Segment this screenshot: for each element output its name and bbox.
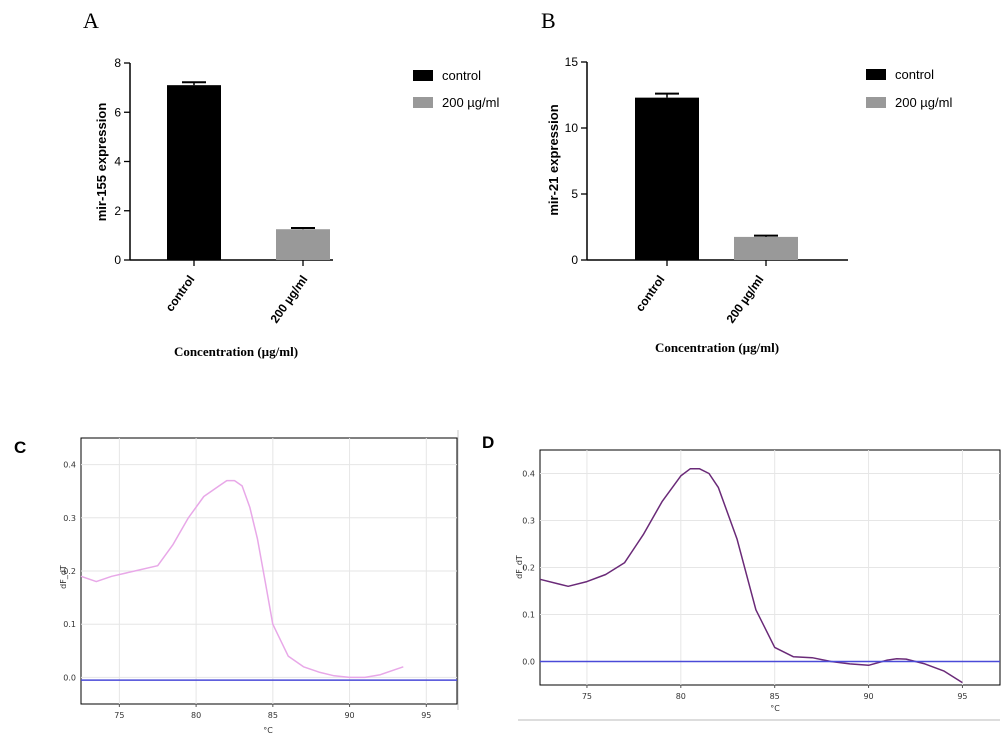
panel-d-y-tick-label: 0.0 (522, 658, 535, 667)
panel-c-y-tick-label: 0.2 (63, 567, 76, 576)
panel-b-y-tick-label: 5 (571, 187, 578, 201)
panel-c: C 75 80 85 90 95 0.0 0.1 0.2 0.3 0.4 dF_dT °C (14, 437, 458, 735)
panel-b-legend-entry: 200 µg/ml (895, 95, 952, 110)
panel-b-y-label: mir-21 expression (546, 104, 561, 215)
panel-a-y-tick-label: 4 (114, 155, 121, 169)
panel-d: D 75 80 85 90 95 0.0 0.1 0.2 0.3 0.4 dF_dT °C (457, 430, 1001, 721)
panel-b-y-tick-label: 0 (571, 253, 578, 267)
panel-d-y-label: dF_dT (515, 555, 524, 579)
panel-a-y-tick-label: 6 (114, 105, 121, 119)
panel-a-x-label: Concentration (µg/ml) (174, 344, 298, 359)
panel-a-y-tick-label: 2 (114, 204, 121, 218)
panel-c-x-tick-label: 95 (421, 711, 431, 720)
panel-b-bar (734, 236, 798, 260)
panel-d-y-tick-label: 0.2 (522, 564, 535, 573)
panel-c-x-tick-label: 75 (114, 711, 124, 720)
panel-a-legend-swatch (413, 97, 433, 108)
panel-b: B 0 5 10 15 mir-21 expression control 200 µ… (541, 8, 952, 355)
panel-a-legend-swatch (413, 70, 433, 81)
panel-b-letter: B (541, 8, 556, 33)
panel-a-bar (276, 229, 330, 260)
panel-c-x-tick-label: 80 (191, 711, 201, 720)
panel-a-category-label: control (163, 273, 198, 314)
panel-d-x-label: °C (770, 704, 780, 713)
panel-b-category-label: control (633, 273, 668, 314)
panel-b-y-tick-label: 15 (565, 55, 579, 69)
panel-d-x-tick-label: 90 (863, 692, 873, 701)
panel-d-y-tick-label: 0.3 (522, 517, 535, 526)
panel-c-letter: C (14, 438, 26, 457)
panel-d-series-line (539, 468, 963, 684)
panel-b-legend-entry: control (895, 67, 934, 82)
panel-c-y-tick-label: 0.1 (63, 620, 76, 629)
panel-d-letter: D (482, 433, 494, 452)
panel-d-x-tick-label: 75 (582, 692, 592, 701)
panel-b-legend-swatch (866, 69, 886, 80)
panel-b-bar (635, 97, 699, 260)
panel-a-category-label: 200 µg/ml (267, 273, 310, 326)
panel-d-x-tick-label: 95 (957, 692, 967, 701)
panel-d-x-tick-label: 80 (676, 692, 686, 701)
panel-c-x-tick-label: 90 (344, 711, 354, 720)
panel-c-series-line (80, 479, 404, 679)
panel-a-legend-entry: 200 µg/ml (442, 95, 499, 110)
panel-a-bar (167, 85, 221, 260)
panel-b-legend-swatch (866, 97, 886, 108)
panel-b-y-tick-label: 10 (565, 121, 579, 135)
panel-d-y-tick-label: 0.1 (522, 611, 535, 620)
panel-a-letter: A (83, 8, 99, 33)
panel-a-y-label: mir-155 expression (94, 103, 109, 222)
panel-c-x-tick-label: 85 (268, 711, 278, 720)
panel-b-category-label: 200 µg/ml (723, 273, 766, 326)
panel-c-y-label: dF_dT (59, 565, 68, 589)
panel-a: A 0 2 4 6 8 mir-155 expression control 200 µ… (83, 8, 499, 359)
panel-c-y-tick-label: 0.3 (63, 514, 76, 523)
panel-a-y-tick-label: 8 (114, 56, 121, 70)
panel-a-legend-entry: control (442, 68, 481, 83)
panel-b-x-label: Concentration (µg/ml) (655, 340, 779, 355)
panel-c-x-label: °C (263, 726, 273, 735)
panel-d-x-tick-label: 85 (770, 692, 780, 701)
panel-d-y-tick-label: 0.4 (522, 470, 535, 479)
panel-c-y-tick-label: 0.4 (63, 461, 76, 470)
panel-a-y-tick-label: 0 (114, 253, 121, 267)
panel-c-y-tick-label: 0.0 (63, 673, 76, 682)
